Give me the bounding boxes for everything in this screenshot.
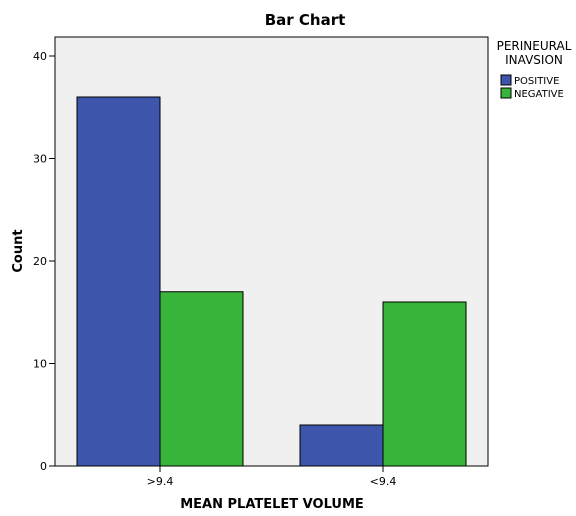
bar-negative-2 bbox=[382, 301, 467, 467]
x-axis-title: MEAN PLATELET VOLUME bbox=[180, 497, 364, 512]
x-tick-label-1: >9.4 bbox=[147, 475, 174, 488]
y-axis-title: Count bbox=[11, 229, 26, 272]
x-tick-label-2: <9.4 bbox=[370, 475, 397, 488]
x-axis: >9.4 <9.4 bbox=[147, 466, 397, 488]
y-tick-label-30: 30 bbox=[33, 153, 47, 166]
legend-items: POSITIVE NEGATIVE bbox=[500, 74, 564, 100]
legend-swatch-positive bbox=[500, 74, 512, 86]
y-tick-label-40: 40 bbox=[33, 50, 47, 63]
bars-group bbox=[76, 96, 467, 467]
legend: PERINEURAL INAVSION POSITIVE NEGATIVE bbox=[497, 39, 572, 100]
legend-title-line-1: PERINEURAL bbox=[497, 39, 572, 53]
bar-positive-2 bbox=[299, 424, 384, 467]
legend-title-line-2: INAVSION bbox=[505, 53, 563, 67]
legend-label-positive: POSITIVE bbox=[514, 76, 559, 87]
legend-label-negative: NEGATIVE bbox=[514, 89, 564, 100]
y-axis: 0 10 20 30 40 bbox=[33, 50, 55, 473]
chart-title: Bar Chart bbox=[265, 11, 346, 29]
bar-negative-1 bbox=[159, 291, 244, 467]
bar-positive-1 bbox=[76, 96, 161, 467]
y-tick-label-20: 20 bbox=[33, 255, 47, 268]
y-tick-label-0: 0 bbox=[40, 460, 47, 473]
y-tick-label-10: 10 bbox=[33, 358, 47, 371]
legend-swatch-negative bbox=[500, 87, 512, 99]
